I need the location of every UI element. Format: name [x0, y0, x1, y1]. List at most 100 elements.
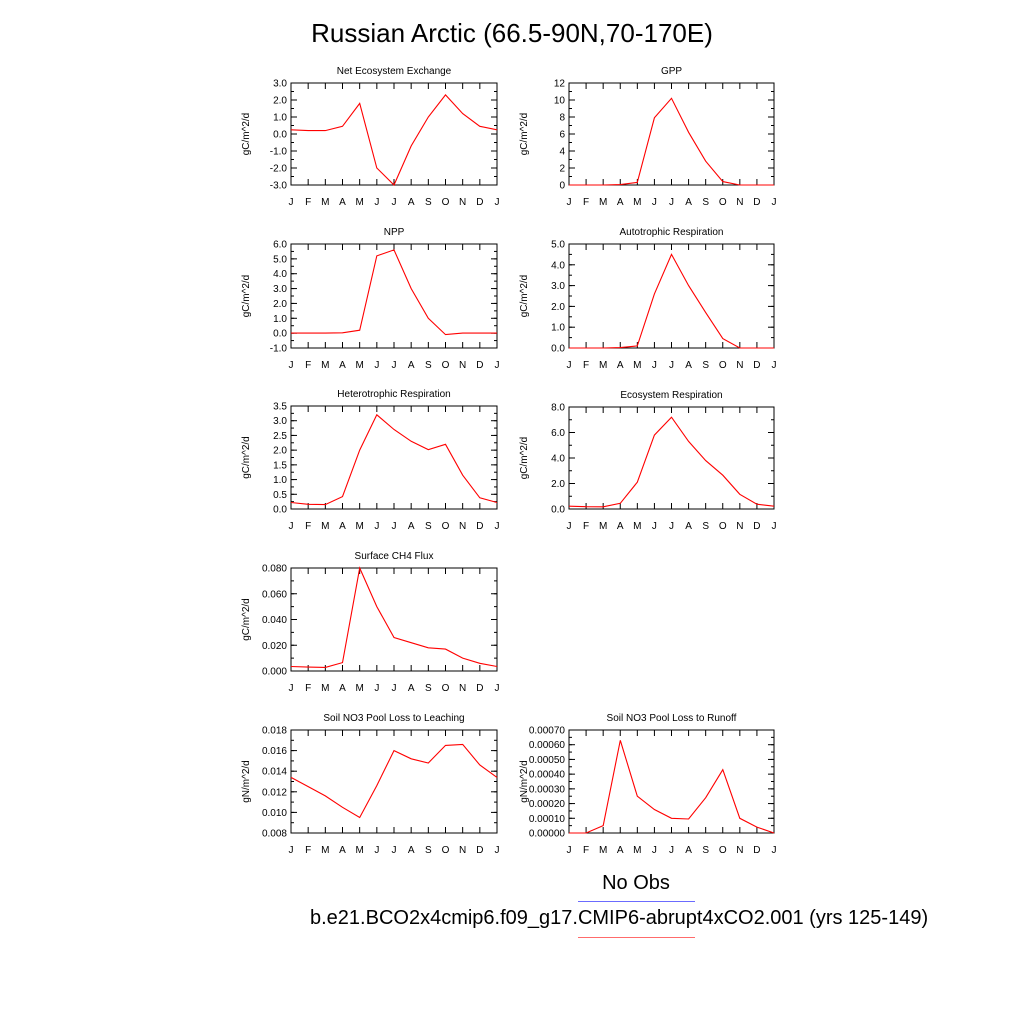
x-tick-label: D: [476, 521, 483, 532]
x-tick-label: A: [339, 360, 346, 371]
plot-frame: [290, 567, 498, 672]
x-tick-label: J: [374, 845, 379, 856]
x-tick-label: J: [289, 360, 294, 371]
y-tick-label: 0.00030: [529, 784, 566, 795]
x-tick-label: O: [442, 521, 450, 532]
y-tick-label: 2.0: [273, 96, 287, 107]
legend-obs-label: No Obs: [602, 872, 670, 894]
y-tick-label: 0.00070: [529, 726, 566, 737]
x-tick-label: S: [425, 845, 432, 856]
x-tick-label: M: [633, 845, 641, 856]
x-tick-label: M: [633, 197, 641, 208]
x-tick-label: S: [425, 683, 432, 694]
x-tick-label: A: [339, 521, 346, 532]
x-tick-label: M: [355, 521, 363, 532]
y-tick-label: 0.016: [262, 746, 287, 757]
x-tick-label: A: [339, 683, 346, 694]
x-tick-label: A: [339, 845, 346, 856]
x-tick-label: A: [617, 845, 624, 856]
y-tick-label: 0.0: [273, 130, 287, 141]
x-tick-label: N: [736, 197, 743, 208]
y-tick-label: 4.0: [551, 260, 565, 271]
x-tick-label: J: [374, 360, 379, 371]
series-line: [569, 253, 774, 349]
x-tick-label: M: [633, 521, 641, 532]
series-line: [569, 97, 774, 186]
x-tick-label: A: [685, 845, 692, 856]
chart-panel: Soil NO3 Pool Loss to Leaching 0.018 0.016…: [241, 713, 500, 856]
x-tick-label: A: [617, 521, 624, 532]
y-tick-label: 0.080: [262, 564, 287, 575]
x-tick-label: M: [321, 845, 329, 856]
y-tick-label: -2.0: [270, 164, 288, 175]
x-tick-label: N: [459, 360, 466, 371]
x-tick-label: N: [459, 521, 466, 532]
x-tick-label: O: [442, 845, 450, 856]
x-tick-label: J: [669, 521, 674, 532]
x-tick-label: D: [476, 683, 483, 694]
x-tick-label: J: [495, 197, 500, 208]
x-tick-label: S: [702, 845, 709, 856]
x-tick-label: O: [719, 197, 727, 208]
x-tick-label: F: [583, 197, 589, 208]
x-tick-label: M: [599, 521, 607, 532]
x-tick-label: J: [567, 521, 572, 532]
x-tick-label: M: [355, 197, 363, 208]
y-axis-label: gN/m^2/d: [519, 760, 530, 803]
x-tick-label: M: [321, 360, 329, 371]
x-tick-label: A: [685, 521, 692, 532]
x-tick-label: F: [583, 845, 589, 856]
chart-panel: Soil NO3 Pool Loss to Runoff 0.00070 0.000…: [519, 713, 777, 856]
x-tick-label: J: [392, 521, 397, 532]
x-tick-label: A: [685, 360, 692, 371]
x-tick-label: D: [476, 360, 483, 371]
x-tick-label: O: [442, 360, 450, 371]
x-tick-label: J: [772, 845, 777, 856]
panel-title: Net Ecosystem Exchange: [337, 66, 452, 77]
y-axis-label: gC/m^2/d: [241, 598, 252, 641]
y-tick-label: 1.0: [273, 475, 287, 486]
y-tick-label: 0.00000: [529, 829, 566, 840]
x-tick-label: D: [753, 360, 760, 371]
x-tick-label: J: [567, 845, 572, 856]
y-tick-label: 0.0: [273, 505, 287, 516]
chart-panel: Net Ecosystem Exchange 3.0 2.0 1.0 0.0 -1.0 -2…: [241, 66, 500, 208]
y-tick-label: 0.0: [551, 344, 565, 355]
y-tick-label: 0.018: [262, 726, 287, 737]
chart-panel: Autotrophic Respiration 5.0 4.0 3.0 2.0 1.0 0.…: [519, 227, 777, 371]
x-tick-label: O: [719, 845, 727, 856]
y-tick-label: 3.5: [273, 402, 287, 413]
x-tick-label: D: [753, 521, 760, 532]
panel-title: Soil NO3 Pool Loss to Runoff: [607, 713, 737, 724]
series-line: [569, 740, 775, 834]
y-tick-label: 1.0: [273, 113, 287, 124]
plot-frame: [568, 406, 775, 510]
x-tick-label: A: [408, 845, 415, 856]
x-tick-label: F: [583, 521, 589, 532]
y-axis-label: gC/m^2/d: [241, 113, 252, 156]
x-tick-label: D: [476, 845, 483, 856]
y-tick-label: 1.0: [273, 314, 287, 325]
y-tick-label: 1.0: [551, 323, 565, 334]
y-tick-label: 4.0: [551, 454, 565, 465]
x-tick-label: F: [305, 197, 311, 208]
x-tick-label: J: [289, 845, 294, 856]
x-tick-label: A: [408, 521, 415, 532]
y-tick-label: 0.014: [262, 767, 287, 778]
x-tick-label: F: [305, 360, 311, 371]
y-tick-label: 2.0: [273, 446, 287, 457]
x-tick-label: J: [652, 521, 657, 532]
series-line: [568, 416, 775, 508]
y-tick-label: 0.0: [273, 329, 287, 340]
x-tick-label: J: [495, 683, 500, 694]
x-tick-label: J: [772, 521, 777, 532]
x-tick-label: J: [289, 521, 294, 532]
y-tick-label: 0.00060: [529, 740, 566, 751]
y-tick-label: 6.0: [273, 240, 287, 251]
panel-title: Surface CH4 Flux: [355, 551, 434, 562]
x-tick-label: J: [772, 360, 777, 371]
y-tick-label: 0.00010: [529, 814, 566, 825]
x-tick-label: N: [459, 197, 466, 208]
y-tick-label: 0.040: [262, 615, 287, 626]
series-line: [290, 413, 498, 506]
